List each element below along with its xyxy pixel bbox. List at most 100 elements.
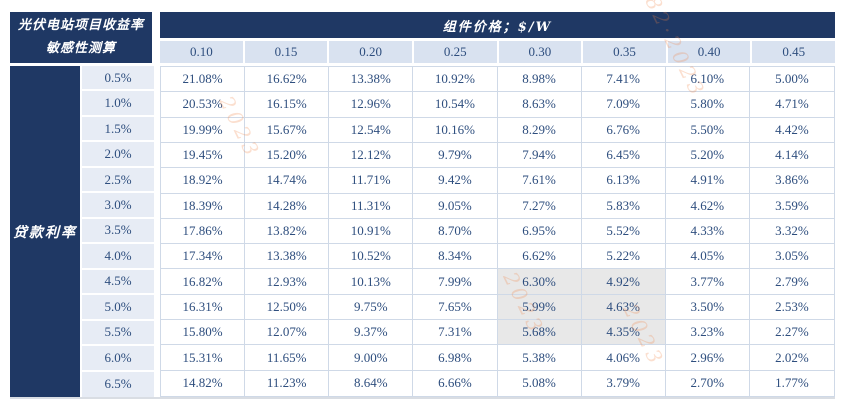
data-cell: 3.05%: [749, 244, 834, 270]
data-cell: 5.83%: [581, 193, 666, 219]
data-cell: 5.22%: [581, 244, 666, 270]
data-cell: 18.39%: [161, 193, 246, 219]
data-cell: 6.62%: [497, 244, 582, 270]
data-cell: 3.77%: [665, 269, 750, 295]
data-cell: 9.00%: [329, 345, 414, 371]
data-cell: 11.65%: [245, 345, 330, 371]
data-cell: 4.71%: [749, 92, 834, 118]
data-cell: 4.91%: [665, 168, 750, 194]
data-cell: 13.38%: [245, 244, 330, 270]
row-label-cell: 5.5%: [82, 320, 154, 347]
data-cell: 6.45%: [581, 142, 666, 169]
data-cell: 4.33%: [665, 218, 750, 245]
data-cell: 8.34%: [413, 244, 498, 270]
data-cell: 7.09%: [581, 92, 666, 118]
data-cell: 4.62%: [665, 193, 750, 219]
data-cell: 2.27%: [749, 320, 834, 346]
data-cell: 16.62%: [245, 67, 330, 93]
data-cell: 17.86%: [161, 218, 246, 245]
data-cell: 3.23%: [665, 320, 750, 346]
data-cell: 3.79%: [581, 370, 666, 396]
row-label-cell: 4.5%: [82, 269, 154, 296]
data-cell: 8.70%: [413, 218, 498, 245]
data-cell: 4.05%: [665, 244, 750, 270]
data-cell: 13.38%: [329, 67, 414, 93]
data-cell: 18.92%: [161, 168, 246, 194]
data-cell: 5.08%: [497, 370, 582, 396]
data-cell: 14.82%: [161, 370, 246, 396]
data-cell: 16.15%: [245, 92, 330, 118]
data-cell: 12.96%: [329, 92, 414, 118]
data-cell: 7.41%: [581, 67, 666, 93]
column-header-cell: 0.40: [667, 41, 751, 63]
data-cell: 2.53%: [749, 294, 834, 321]
data-cell: 6.13%: [581, 168, 666, 194]
data-cell: 7.27%: [497, 193, 582, 219]
data-cell: 1.77%: [749, 370, 834, 396]
row-label-cell: 2.5%: [82, 167, 154, 194]
row-label-cell: 4.0%: [82, 244, 154, 270]
data-cell: 4.42%: [749, 117, 834, 143]
column-header-cell: 0.10: [160, 41, 243, 63]
column-header-cell: 0.25: [413, 41, 497, 63]
row-label-cell: 2.0%: [82, 142, 154, 168]
row-label-cell: 1.0%: [82, 91, 154, 117]
data-cell: 15.31%: [161, 345, 246, 371]
data-cell: 9.79%: [413, 142, 498, 169]
data-cell: 4.92%: [581, 269, 666, 295]
data-cell: 2.96%: [665, 345, 750, 371]
data-cell: 6.66%: [413, 370, 498, 396]
data-cell: 3.50%: [665, 294, 750, 321]
data-cell: 14.28%: [245, 193, 330, 219]
data-cell: 15.20%: [245, 142, 330, 169]
row-label-cell: 5.0%: [82, 295, 154, 321]
data-cell: 12.12%: [329, 142, 414, 169]
data-cell: 10.91%: [329, 218, 414, 245]
data-cell: 4.35%: [581, 320, 666, 346]
data-cell: 8.63%: [497, 92, 582, 118]
corner-title-line1: 光伏电站项目收益率: [17, 17, 144, 33]
row-label-cell: 6.0%: [82, 346, 154, 372]
data-cell: 9.37%: [329, 320, 414, 346]
data-cell: 11.23%: [245, 370, 330, 396]
data-cell: 15.80%: [161, 320, 246, 346]
data-cell: 8.29%: [497, 117, 582, 143]
row-label-cell: 3.5%: [82, 218, 154, 245]
data-cell: 17.34%: [161, 244, 246, 270]
row-label-cell: 0.5%: [82, 66, 154, 92]
data-cell: 12.50%: [245, 294, 330, 321]
column-group-header: 组件价格；$/W: [160, 12, 835, 38]
data-cell: 7.94%: [497, 142, 582, 169]
column-header-row: 0.10 0.15 0.20 0.25 0.30 0.35 0.40 0.45: [160, 41, 835, 63]
data-cell: 5.38%: [497, 345, 582, 371]
column-header-cell: 0.45: [752, 41, 835, 63]
data-cell: 4.63%: [581, 294, 666, 321]
data-cell: 6.98%: [413, 345, 498, 371]
data-cell: 4.14%: [749, 142, 834, 169]
data-cell: 12.07%: [245, 320, 330, 346]
data-cell: 6.76%: [581, 117, 666, 143]
data-cell: 21.08%: [161, 67, 246, 93]
data-cell: 15.67%: [245, 117, 330, 143]
column-header-cell: 0.15: [244, 41, 328, 63]
column-header-cell: 0.35: [583, 41, 666, 63]
data-cell: 2.02%: [749, 345, 834, 371]
row-label-cell: 1.5%: [82, 116, 154, 143]
data-cell: 16.82%: [161, 269, 246, 295]
data-cell: 11.31%: [329, 193, 414, 219]
data-cell: 5.99%: [497, 294, 582, 321]
data-cell: 13.82%: [245, 218, 330, 245]
data-cell: 9.05%: [413, 193, 498, 219]
data-cell: 16.31%: [161, 294, 246, 321]
data-cell: 9.42%: [413, 168, 498, 194]
row-label-cell: 3.0%: [82, 193, 154, 219]
row-label-cell: 6.5%: [82, 371, 154, 397]
data-cell: 5.52%: [581, 218, 666, 245]
data-cell: 20.53%: [161, 92, 246, 118]
data-cell: 7.31%: [413, 320, 498, 346]
data-cell: 10.92%: [413, 67, 498, 93]
data-grid: 21.08% 16.62% 13.38% 10.92% 8.98% 7.41% 6.10% 5…: [160, 66, 835, 397]
table-bottom-rule: [10, 397, 835, 399]
table-corner-title: 光伏电站项目收益率 敏感性测算: [10, 12, 152, 63]
